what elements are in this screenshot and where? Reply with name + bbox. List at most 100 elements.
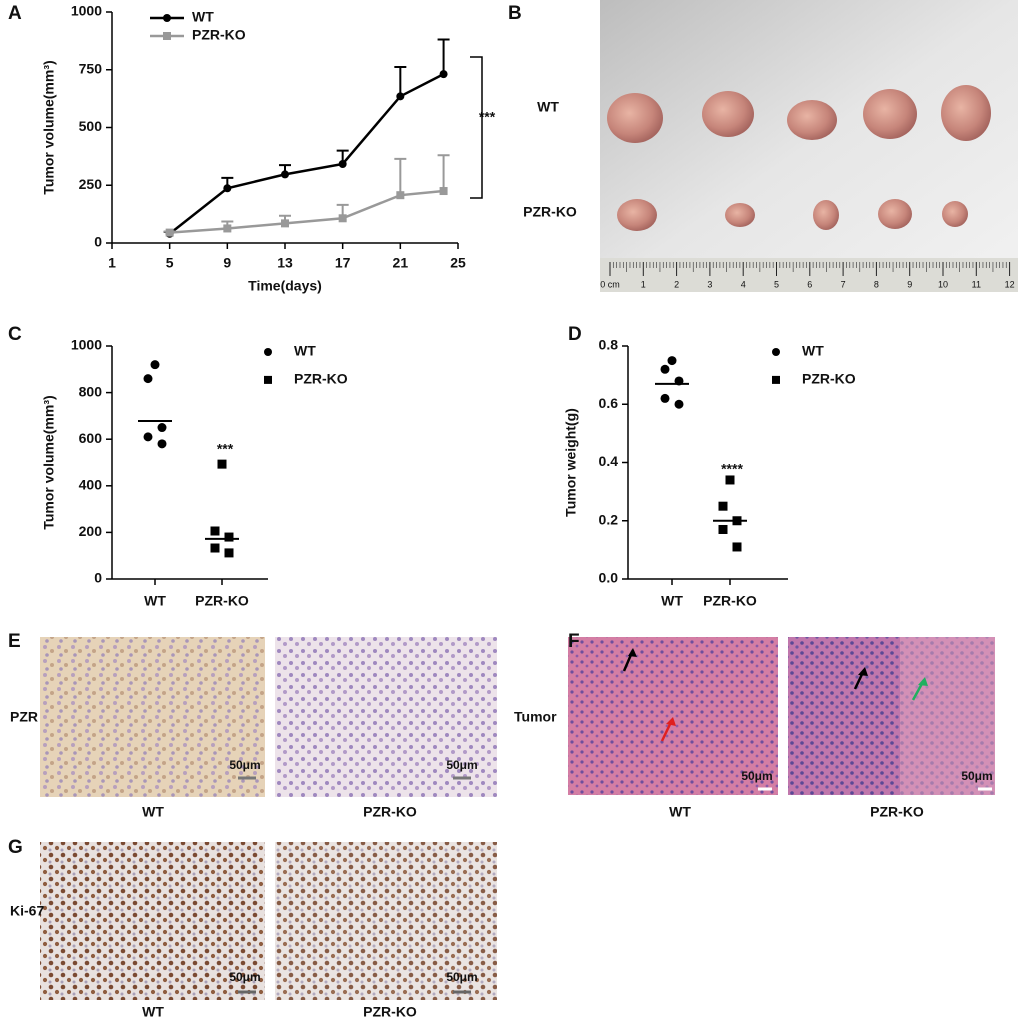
y-tick-label: 400 [79, 477, 103, 493]
data-point [143, 432, 153, 442]
ruler-label: 11 [972, 279, 981, 289]
label: 50μm [961, 769, 992, 783]
data-point [210, 543, 220, 553]
error-bar [394, 65, 407, 97]
y-tick-label: 0.0 [599, 570, 619, 586]
series-line [169, 189, 444, 234]
y-tick-label: 500 [79, 118, 103, 134]
data-point [281, 219, 289, 228]
x-tick-label: WT [144, 593, 166, 609]
y-tick-label: 750 [79, 60, 103, 76]
label: PZR-KO [363, 1004, 417, 1020]
data-point [223, 224, 232, 233]
ruler-label: 3 [707, 279, 712, 289]
data-point [718, 501, 728, 511]
x-tick-label: PZR-KO [703, 593, 757, 609]
ruler-label: 8 [874, 279, 879, 289]
ruler-label: 2 [674, 279, 679, 289]
data-point [439, 70, 448, 79]
legend-marker [264, 375, 272, 384]
panel-letter: B [508, 3, 522, 24]
ki67-image [40, 842, 265, 1000]
y-tick-label: 0.6 [599, 395, 619, 411]
legend-marker [772, 348, 780, 356]
data-point [165, 228, 174, 237]
error-bar [437, 38, 450, 75]
ruler-label: 7 [841, 279, 846, 289]
label: 50μm [446, 758, 477, 772]
legend-marker [264, 348, 272, 356]
ihc-image [40, 637, 265, 797]
data-point [338, 159, 347, 168]
ihc-image [275, 637, 497, 797]
legend-label: PZR-KO [802, 371, 856, 387]
error-bar [437, 154, 450, 192]
panel-letter: E [8, 631, 21, 652]
he-region [900, 637, 995, 795]
data-point [224, 532, 234, 542]
panel-letter: C [8, 324, 22, 345]
y-tick-label: 1000 [71, 337, 102, 353]
data-point [217, 459, 227, 469]
y-axis-label: Tumor volume(mm³) [41, 60, 57, 194]
y-axis-label: Tumor volume(mm³) [41, 395, 57, 529]
ruler-label: 4 [741, 279, 746, 289]
label: 50μm [741, 769, 772, 783]
x-tick-label: 25 [450, 255, 466, 271]
data-point [667, 356, 677, 366]
y-tick-label: 0.2 [599, 511, 619, 527]
label: PZR-KO [870, 804, 924, 820]
error-bar [394, 157, 407, 196]
he-image [568, 637, 778, 795]
significance: *** [479, 109, 496, 125]
label: WT [142, 1004, 164, 1020]
ruler-label: 5 [774, 279, 779, 289]
data-point [150, 360, 160, 370]
data-point [674, 399, 684, 409]
data-point [157, 439, 167, 449]
label: 50μm [446, 970, 477, 984]
label: WT [537, 99, 559, 115]
x-tick-label: 1 [108, 255, 116, 271]
arrows [622, 648, 928, 742]
y-tick-label: 0 [94, 570, 102, 586]
y-tick-label: 800 [79, 383, 103, 399]
significance: **** [721, 461, 743, 477]
ruler-label: 1 [641, 279, 646, 289]
y-tick-label: 0.4 [599, 453, 619, 469]
y-tick-label: 200 [79, 523, 103, 539]
panel-letter: G [8, 837, 23, 858]
label: PZR-KO [523, 204, 577, 220]
panel-letter: F [568, 631, 580, 652]
y-tick-label: 0 [94, 234, 102, 250]
data-point [224, 548, 234, 558]
ruler-label: 12 [1005, 279, 1015, 289]
significance: *** [217, 441, 234, 457]
panel-letter: A [8, 3, 22, 24]
data-point [660, 393, 670, 403]
legend-label: WT [192, 9, 214, 25]
y-tick-label: 250 [79, 176, 103, 192]
label: WT [142, 804, 164, 820]
legend-label: WT [802, 343, 824, 359]
series-line [168, 73, 445, 235]
data-point [143, 374, 153, 384]
label: 50μm [229, 970, 260, 984]
data-point [210, 526, 220, 536]
ki67-image [275, 842, 497, 1000]
data-point [223, 184, 232, 193]
legend-label: PZR-KO [294, 371, 348, 387]
data-point [718, 524, 728, 534]
label: Ki-67 [10, 903, 44, 919]
label: PZR [10, 709, 38, 725]
ruler-label: 0 cm [600, 279, 620, 289]
x-tick-label: 17 [335, 255, 351, 271]
data-point [281, 170, 289, 179]
y-tick-label: 1000 [71, 3, 102, 19]
x-tick-label: 9 [223, 255, 231, 271]
data-point [439, 187, 448, 196]
data-point [660, 364, 670, 374]
legend-label: WT [294, 343, 316, 359]
data-point [157, 423, 167, 433]
